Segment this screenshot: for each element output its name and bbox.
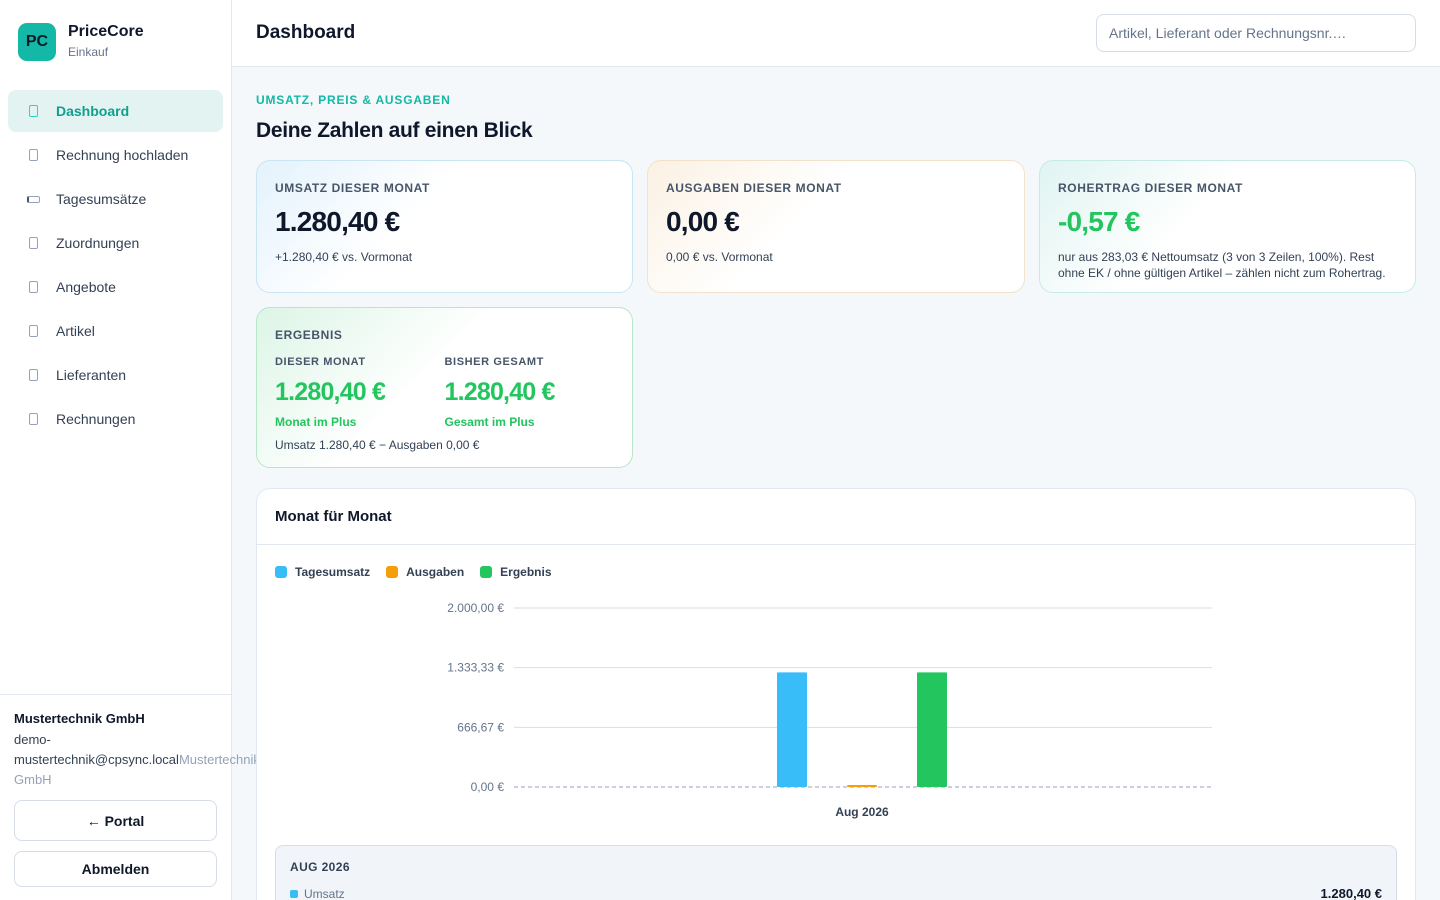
- y-tick-label: 666,67 €: [457, 720, 504, 734]
- mapping-icon: [26, 236, 40, 250]
- detail-key: Umsatz: [290, 887, 345, 900]
- sidebar-item-label: Rechnung hochladen: [56, 147, 189, 163]
- legend-swatch: [386, 566, 399, 578]
- legend-label: Tagesumsatz: [295, 565, 371, 579]
- panel-title: Monat für Monat: [275, 508, 392, 525]
- account-email: demo-mustertechnik@cpsync.local: [14, 732, 179, 767]
- section-headline: Deine Zahlen auf einen Blick: [256, 119, 533, 142]
- kpi-value: 1.280,40 €: [275, 206, 400, 237]
- upload-icon: [26, 148, 40, 162]
- monthly-bar-chart: 0,00 € 666,67 € 1.333,33 € 2.000,00 € Aug 20…: [447, 601, 1212, 819]
- top-header: Dashboard: [232, 0, 1440, 67]
- monthly-panel: Monat für Monat Tagesumsatz Ausgaben Erg…: [256, 488, 1416, 900]
- result-month-status: Monat im Plus: [275, 415, 357, 429]
- legend-label: Ausgaben: [406, 565, 465, 579]
- result-total: BISHER GESAMT 1.280,40 € Gesamt im Plus: [445, 356, 615, 429]
- kpi-label: Rohertrag dieser Monat: [1058, 181, 1243, 195]
- result-total-status: Gesamt im Plus: [444, 415, 535, 429]
- kpi-card-revenue: Umsatz dieser Monat 1.280,40 € +1.280,40…: [256, 160, 633, 293]
- sidebar-item-label: Artikel: [56, 323, 95, 339]
- sidebar-item-mappings[interactable]: Zuordnungen: [8, 222, 223, 264]
- sidebar-item-articles[interactable]: Artikel: [8, 310, 223, 352]
- sidebar-item-label: Rechnungen: [56, 411, 136, 427]
- chart-legend: Tagesumsatz Ausgaben Ergebnis: [275, 565, 568, 579]
- detail-row-value: 1.280,40 €: [1320, 886, 1382, 900]
- y-tick-label: 2.000,00 €: [447, 601, 504, 615]
- brand-name: PriceCore: [68, 23, 144, 40]
- x-tick-label: Aug 2026: [835, 805, 889, 819]
- result-month-value: 1.280,40 €: [275, 378, 386, 406]
- sidebar-nav: Dashboard Rechnung hochladen Tagesumsätz…: [8, 90, 223, 442]
- brand-subtitle: Einkauf: [68, 45, 109, 59]
- page-title: Dashboard: [256, 22, 356, 43]
- legend-swatch: [480, 566, 493, 578]
- sidebar-item-label: Tagesumsätze: [56, 191, 147, 207]
- supplier-icon: [26, 368, 40, 382]
- month-detail: AUG 2026 Umsatz 1.280,40 €: [275, 845, 1397, 900]
- sidebar-item-label: Lieferanten: [56, 367, 127, 383]
- result-total-value: 1.280,40 €: [444, 378, 556, 406]
- y-tick-label: 0,00 €: [471, 780, 505, 794]
- dashboard-icon: [26, 104, 40, 118]
- kpi-note: nur aus 283,03 € Nettoumsatz (3 von 3 Ze…: [1058, 250, 1386, 280]
- kpi-label: Ausgaben dieser Monat: [666, 181, 842, 195]
- brand[interactable]: PC PriceCore Einkauf: [18, 22, 144, 62]
- sidebar-item-label: Dashboard: [56, 103, 130, 119]
- account-org-name: Mustertechnik GmbH: [14, 711, 145, 726]
- kpi-card-gross-profit: Rohertrag dieser Monat -0,57 € nur aus 2…: [1039, 160, 1416, 293]
- sidebar-item-dashboard[interactable]: Dashboard: [8, 90, 223, 132]
- sidebar-item-invoices[interactable]: Rechnungen: [8, 398, 223, 440]
- account-org-suffix: Mustertechnik GmbH: [14, 752, 260, 787]
- result-month: DIESER MONAT 1.280,40 € Monat im Plus: [275, 356, 445, 429]
- result-formula: Umsatz 1.280,40 € − Ausgaben 0,00 €: [275, 438, 480, 452]
- search-input[interactable]: [1096, 14, 1416, 52]
- sidebar-item-offers[interactable]: Angebote: [8, 266, 223, 308]
- sidebar-item-daily-sales[interactable]: Tagesumsätze: [8, 178, 223, 220]
- result-label: Ergebnis: [275, 328, 343, 342]
- kpi-note: +1.280,40 € vs. Vormonat: [275, 250, 413, 264]
- detail-row: Umsatz 1.280,40 €: [290, 886, 1382, 900]
- bar-ausgaben: [847, 785, 877, 787]
- bar-tagesumsatz: [777, 672, 807, 787]
- sidebar-item-label: Zuordnungen: [56, 235, 140, 251]
- legend-label: Ergebnis: [500, 565, 552, 579]
- sidebar-item-label: Angebote: [56, 279, 116, 295]
- logout-button[interactable]: Abmelden: [14, 851, 217, 887]
- offer-icon: [26, 280, 40, 294]
- bar-ergebnis: [917, 672, 947, 787]
- account-email-line: demo-mustertechnik@cpsync.localMustertec…: [14, 730, 284, 790]
- account-panel: Mustertechnik GmbH demo-mustertechnik@cp…: [0, 694, 260, 900]
- kpi-value: -0,57 €: [1058, 206, 1140, 237]
- cash-register-icon: [26, 192, 40, 206]
- result-total-label: BISHER GESAMT: [444, 356, 544, 368]
- panel-divider: [257, 544, 1415, 545]
- legend-item-revenue[interactable]: Tagesumsatz: [275, 565, 370, 579]
- detail-row-label: Umsatz: [304, 886, 345, 900]
- detail-dot: [290, 889, 298, 898]
- legend-item-expenses[interactable]: Ausgaben: [386, 565, 464, 579]
- result-card: Ergebnis DIESER MONAT 1.280,40 € Monat i…: [256, 307, 633, 468]
- kpi-note: 0,00 € vs. Vormonat: [666, 250, 773, 264]
- detail-month: AUG 2026: [290, 860, 350, 874]
- result-month-label: DIESER MONAT: [275, 356, 366, 368]
- kpi-value: 0,00 €: [666, 206, 740, 237]
- legend-swatch: [275, 566, 287, 578]
- y-tick-label: 1.333,33 €: [447, 661, 504, 675]
- sidebar: PC PriceCore Einkauf Dashboard Rechnung …: [0, 0, 260, 900]
- sidebar-item-suppliers[interactable]: Lieferanten: [8, 354, 223, 396]
- brand-logo: PC: [18, 23, 56, 61]
- legend-item-result[interactable]: Ergebnis: [480, 565, 552, 579]
- kpi-card-expenses: Ausgaben dieser Monat 0,00 € 0,00 € vs. …: [647, 160, 1025, 293]
- kpi-label: Umsatz dieser Monat: [275, 181, 430, 195]
- invoice-icon: [26, 412, 40, 426]
- article-icon: [26, 324, 40, 338]
- sidebar-item-upload-invoice[interactable]: Rechnung hochladen: [8, 134, 223, 176]
- section-eyebrow: UMSATZ, PREIS & AUSGABEN: [256, 93, 451, 107]
- portal-button[interactable]: ← Portal: [14, 800, 217, 841]
